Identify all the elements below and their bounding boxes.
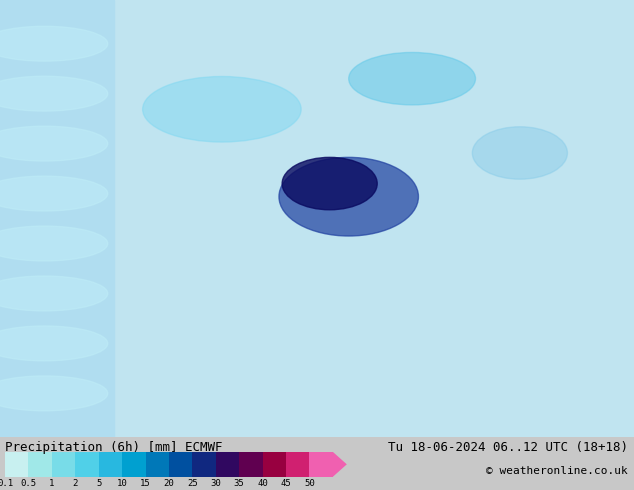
Text: 15: 15 xyxy=(140,479,151,488)
Text: 35: 35 xyxy=(234,479,245,488)
Text: Tu 18-06-2024 06..12 UTC (18+18): Tu 18-06-2024 06..12 UTC (18+18) xyxy=(387,441,628,454)
Ellipse shape xyxy=(0,126,108,161)
Text: 0.1: 0.1 xyxy=(0,479,13,488)
Text: 25: 25 xyxy=(187,479,198,488)
Ellipse shape xyxy=(472,127,567,179)
Bar xyxy=(192,452,216,477)
Bar xyxy=(262,452,286,477)
Ellipse shape xyxy=(0,26,108,61)
Bar xyxy=(75,452,99,477)
Ellipse shape xyxy=(0,276,108,311)
Text: 2: 2 xyxy=(73,479,78,488)
Bar xyxy=(99,452,122,477)
Ellipse shape xyxy=(0,376,108,411)
Ellipse shape xyxy=(0,326,108,361)
Text: 30: 30 xyxy=(210,479,221,488)
Text: © weatheronline.co.uk: © weatheronline.co.uk xyxy=(486,466,628,476)
Bar xyxy=(0,0,114,437)
Text: 50: 50 xyxy=(304,479,315,488)
Polygon shape xyxy=(333,452,347,477)
Text: 10: 10 xyxy=(117,479,127,488)
Text: 1: 1 xyxy=(49,479,55,488)
Ellipse shape xyxy=(279,157,418,236)
Bar xyxy=(29,452,52,477)
Bar xyxy=(146,452,169,477)
Text: 0.5: 0.5 xyxy=(20,479,37,488)
Ellipse shape xyxy=(0,76,108,111)
Ellipse shape xyxy=(0,176,108,211)
Text: 40: 40 xyxy=(257,479,268,488)
Bar xyxy=(286,452,309,477)
Text: 20: 20 xyxy=(164,479,174,488)
Bar xyxy=(52,452,75,477)
Bar xyxy=(5,452,29,477)
Bar xyxy=(309,452,333,477)
Text: Precipitation (6h) [mm] ECMWF: Precipitation (6h) [mm] ECMWF xyxy=(5,441,223,454)
Ellipse shape xyxy=(349,52,476,105)
Text: 45: 45 xyxy=(281,479,292,488)
Bar xyxy=(169,452,192,477)
Bar xyxy=(216,452,239,477)
Ellipse shape xyxy=(143,76,301,142)
Bar xyxy=(122,452,146,477)
Text: 5: 5 xyxy=(96,479,101,488)
Ellipse shape xyxy=(282,157,377,210)
Bar xyxy=(239,452,262,477)
Ellipse shape xyxy=(0,226,108,261)
